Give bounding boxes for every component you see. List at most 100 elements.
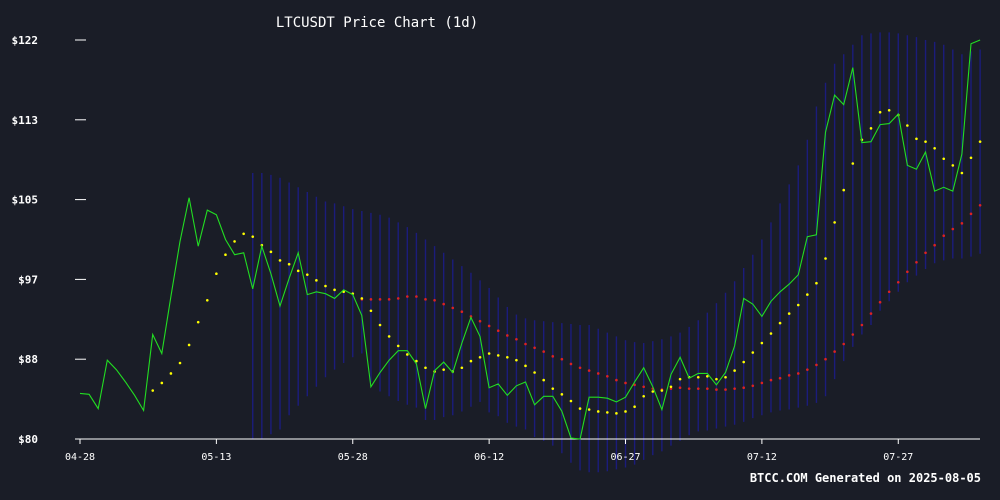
long-ma-point	[806, 368, 809, 371]
short-ma-point	[460, 366, 464, 370]
long-ma-point	[424, 298, 427, 301]
x-tick-layer: 04-28 05-13 05-28 06-12 06-27 07-12 07-27	[65, 439, 913, 463]
long-ma-point	[969, 212, 973, 216]
long-ma-point	[406, 295, 409, 298]
short-ma-point	[960, 171, 964, 175]
long-ma-point	[442, 302, 445, 306]
long-ma-point	[633, 383, 636, 387]
y-tick-label: $113	[12, 114, 39, 127]
short-ma-point	[969, 156, 973, 160]
long-ma-point	[851, 333, 855, 336]
long-ma-point	[933, 243, 936, 247]
short-ma-point	[606, 411, 609, 414]
short-ma-point	[633, 405, 636, 409]
y-tick-label: $80	[18, 433, 38, 446]
short-ma-point	[642, 394, 645, 398]
short-ma-point	[269, 250, 273, 254]
x-tick-label: 07-12	[747, 452, 777, 463]
long-ma-point	[924, 251, 927, 255]
short-ma-point	[315, 279, 318, 282]
short-ma-point	[287, 262, 291, 266]
short-ma-point	[933, 147, 936, 150]
long-ma-point	[369, 298, 373, 301]
long-ma-point	[815, 363, 818, 367]
short-ma-point	[678, 377, 682, 381]
long-ma-point	[515, 337, 518, 341]
long-ma-point	[715, 388, 718, 391]
short-ma-point	[524, 364, 527, 368]
long-ma-point	[642, 385, 645, 389]
long-ma-point	[769, 378, 773, 382]
long-ma-point	[687, 387, 691, 390]
long-ma-point	[896, 280, 900, 284]
long-ma-point	[751, 384, 755, 388]
short-ma-point	[196, 320, 200, 324]
short-ma-point	[296, 269, 300, 273]
short-ma-point	[824, 257, 827, 260]
long-ma-point	[596, 372, 600, 375]
short-ma-point	[915, 137, 918, 141]
short-ma-point	[906, 124, 909, 127]
short-ma-point	[669, 385, 673, 389]
short-ma-point	[760, 341, 764, 345]
short-ma-point	[178, 361, 182, 365]
short-ma-point	[696, 375, 700, 379]
long-ma-point	[760, 381, 764, 385]
long-ma-point	[878, 300, 882, 304]
short-ma-point	[587, 408, 591, 411]
long-ma-point	[378, 298, 382, 301]
long-ma-point	[396, 297, 400, 300]
long-ma-point	[733, 387, 736, 390]
long-ma-point	[778, 376, 782, 380]
long-ma-point	[587, 369, 591, 372]
short-ma-point	[406, 353, 409, 356]
long-ma-point	[942, 234, 946, 237]
short-ma-point	[569, 399, 573, 403]
short-ma-point	[769, 332, 773, 335]
short-ma-point	[233, 240, 236, 243]
price-layer	[79, 39, 981, 440]
short-ma-point	[442, 368, 445, 371]
long-ma-point	[560, 357, 564, 361]
x-tick-label: 04-28	[65, 452, 95, 463]
long-ma-point	[478, 319, 482, 323]
short-ma-point	[515, 358, 518, 362]
x-tick-label: 07-27	[883, 452, 913, 463]
short-ma-point	[305, 273, 309, 276]
short-ma-point	[169, 372, 173, 375]
short-ma-point	[942, 157, 946, 161]
short-ma-point	[815, 281, 818, 285]
short-ma-point	[160, 381, 164, 385]
long-ma-point	[915, 261, 918, 264]
long-ma-point	[451, 306, 455, 310]
short-ma-point	[924, 140, 927, 143]
short-ma-point	[869, 127, 873, 130]
y-tick-label: $105	[12, 194, 39, 207]
short-ma-point	[624, 410, 627, 413]
x-tick-label: 06-12	[474, 452, 504, 463]
y-tick-label: $122	[12, 34, 39, 47]
short-ma-point	[506, 356, 509, 359]
short-ma-point	[596, 410, 600, 413]
chart-title: LTCUSDT Price Chart (1d)	[276, 15, 478, 31]
short-ma-point	[333, 288, 336, 292]
short-ma-point	[887, 109, 891, 112]
short-ma-point	[224, 253, 227, 256]
short-ma-point	[205, 299, 209, 302]
short-ma-point	[778, 321, 782, 325]
short-ma-point	[796, 303, 800, 307]
short-ma-point	[215, 272, 218, 276]
short-ma-point	[360, 297, 364, 300]
short-ma-point	[742, 360, 746, 364]
y-tick-label: $97	[18, 273, 38, 286]
short-ma-point	[551, 387, 555, 390]
short-ma-point	[715, 377, 718, 381]
long-ma-point	[578, 366, 582, 370]
short-ma-point	[478, 356, 482, 359]
short-ma-point	[542, 378, 545, 382]
short-ma-point	[278, 259, 282, 262]
long-ma-point	[496, 329, 500, 333]
long-ma-point	[906, 270, 909, 274]
short-ma-point	[533, 371, 536, 374]
